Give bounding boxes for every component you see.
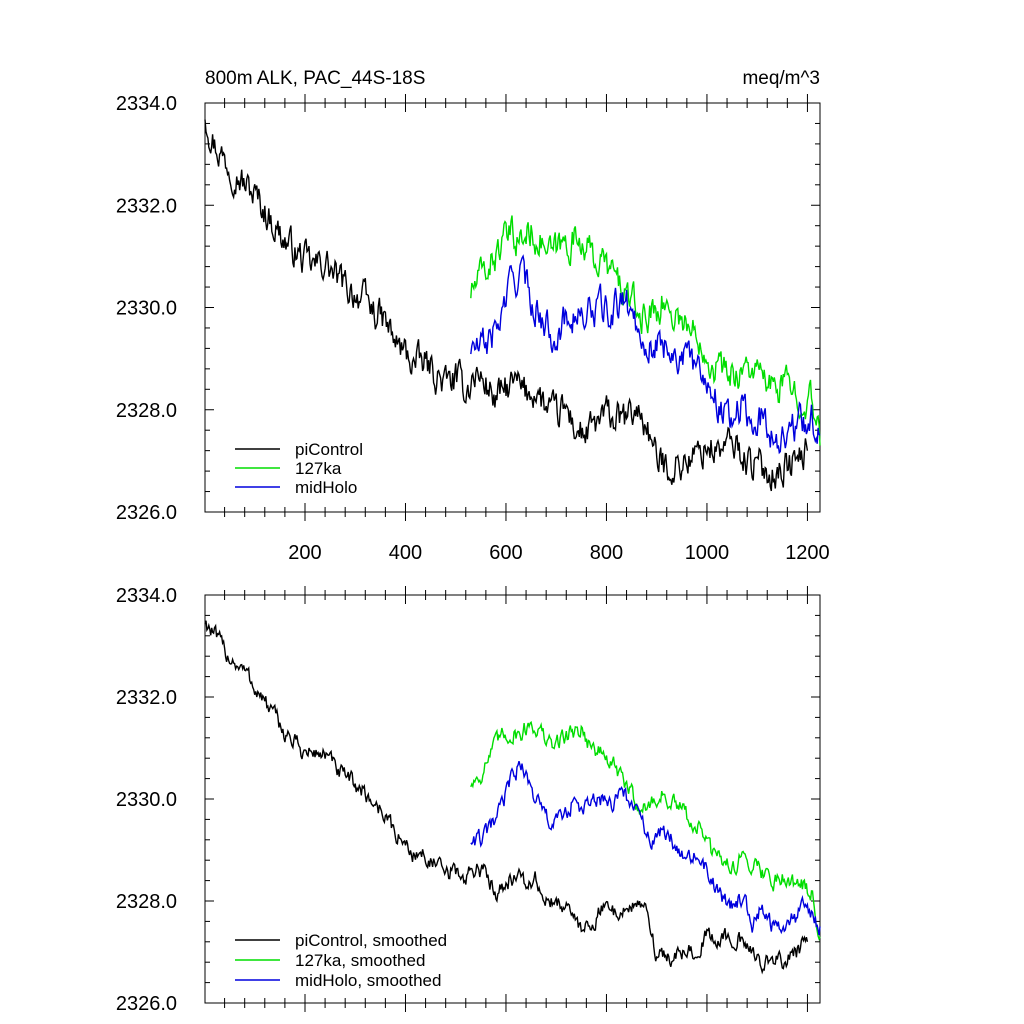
- chart-title: 800m ALK, PAC_44S-18S: [205, 68, 425, 89]
- y-tick-label: 2328.0: [116, 400, 177, 422]
- x-tick-label: 600: [489, 542, 522, 564]
- series-line-picontrol: [204, 119, 809, 492]
- top-panel: 2326.0 2328.0 2330.0 2332.0 2334.0 200 400 600 8…: [116, 93, 830, 564]
- bottom-panel: 2326.0 2328.0 2330.0 2332.0 2334.0 piControl,…: [116, 585, 821, 1015]
- legend-label: midHolo: [295, 478, 357, 497]
- legend-label: piControl: [295, 440, 363, 459]
- y-tick-label: 2330.0: [116, 789, 177, 811]
- y-tick-label: 2332.0: [116, 195, 177, 217]
- y-tick-label: 2332.0: [116, 687, 177, 709]
- series-line-127ka: [470, 215, 821, 446]
- y-tick-label: 2326.0: [116, 502, 177, 524]
- legend-label: 127ka: [295, 459, 342, 478]
- x-tick-label: 800: [590, 542, 623, 564]
- y-tick-label: 2334.0: [116, 93, 177, 115]
- series-line-midholo: [470, 761, 821, 936]
- units-label: meq/m^3: [742, 68, 820, 89]
- y-tick-label: 2326.0: [116, 993, 177, 1015]
- x-tick-label: 400: [389, 542, 422, 564]
- legend-label: midHolo, smoothed: [295, 971, 441, 990]
- x-tick-label: 1000: [685, 542, 730, 564]
- series-line-picontrol: [204, 620, 809, 975]
- legend-label: 127ka, smoothed: [295, 951, 425, 970]
- y-tick-label: 2334.0: [116, 585, 177, 607]
- x-tick-label: 200: [288, 542, 321, 564]
- legend-label: piControl, smoothed: [295, 931, 447, 950]
- x-tick-label: 1200: [785, 542, 830, 564]
- series-line-midholo: [470, 254, 821, 455]
- y-tick-label: 2330.0: [116, 298, 177, 320]
- y-tick-label: 2328.0: [116, 891, 177, 913]
- series-line-127ka: [470, 720, 821, 942]
